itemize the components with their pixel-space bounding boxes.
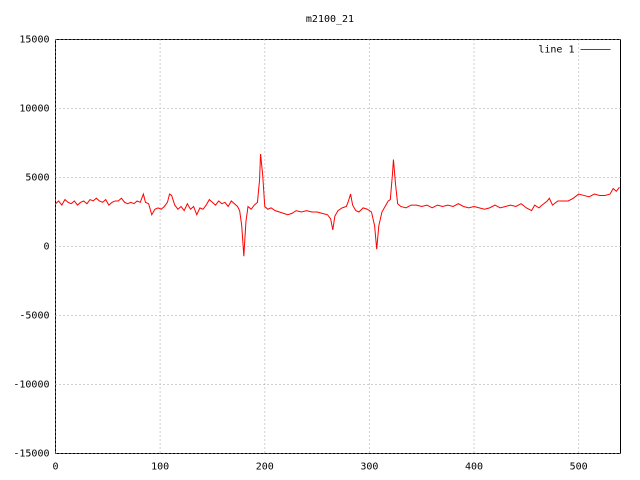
y-tick-label: 15000	[19, 35, 49, 46]
x-tick-label: 100	[151, 462, 169, 473]
x-tick-label: 0	[52, 462, 58, 473]
y-tick-label: -10000	[13, 380, 49, 391]
x-tick-label: 400	[465, 462, 483, 473]
chart-title: m2100_21	[306, 14, 354, 25]
x-tick-label: 500	[570, 462, 588, 473]
y-tick-label: 5000	[25, 173, 49, 184]
legend-label: line 1	[538, 45, 574, 56]
x-tick-label: 200	[256, 462, 274, 473]
y-tick-label: -15000	[13, 449, 49, 460]
data-line	[55, 153, 620, 257]
y-tick-label: 10000	[19, 104, 49, 115]
y-tick-label: 0	[43, 242, 49, 253]
x-tick-label: 300	[360, 462, 378, 473]
y-tick-label: -5000	[19, 311, 49, 322]
